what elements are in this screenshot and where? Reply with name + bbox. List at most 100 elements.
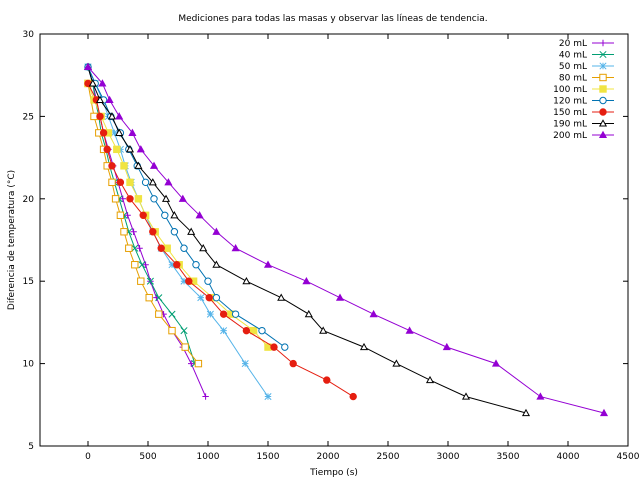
data-point: [219, 310, 228, 318]
data-point: [204, 277, 212, 285]
data-point: [164, 178, 173, 186]
data-point: [180, 327, 188, 335]
data-point: [599, 50, 607, 59]
data-point: [264, 393, 272, 401]
y-axis-label: Diferencia de temperatura (°C): [7, 170, 17, 310]
data-point: [90, 112, 98, 121]
data-point: [168, 326, 176, 335]
data-point: [131, 261, 139, 269]
legend-label: 120 mL: [553, 97, 587, 107]
legend-label: 50 mL: [559, 62, 587, 72]
series-190-ml: [83, 62, 531, 417]
data-point: [197, 294, 205, 302]
data-point: [277, 293, 286, 301]
data-point: [323, 376, 331, 384]
data-point: [598, 119, 608, 127]
data-point: [205, 293, 213, 302]
legend-entry: 200 mL: [553, 130, 614, 141]
data-point: [98, 79, 107, 87]
data-point: [136, 245, 143, 252]
data-point: [599, 85, 607, 93]
legend-label: 80 mL: [559, 74, 587, 84]
data-point: [108, 178, 116, 187]
data-point: [335, 293, 345, 301]
legend-label: 190 mL: [553, 120, 587, 130]
legend-entry: 40 mL: [559, 51, 614, 61]
data-point: [319, 326, 328, 334]
data-point: [220, 327, 228, 335]
data-point: [231, 244, 240, 252]
data-point: [146, 277, 154, 285]
series-line: [87, 66, 605, 414]
data-point: [161, 211, 169, 219]
data-point: [150, 195, 158, 203]
data-point: [521, 408, 531, 417]
data-point: [110, 129, 118, 137]
data-point: [149, 161, 159, 169]
legend-label: 200 mL: [553, 131, 587, 141]
series-200-ml: [83, 62, 609, 417]
legend-entry: 190 mL: [553, 119, 614, 130]
data-point: [115, 112, 124, 120]
y-axis-label-group: Diferencia de temperatura (°C): [7, 170, 17, 310]
data-point: [598, 130, 608, 139]
chart-title: Mediciones para todas las masas y observ…: [178, 14, 487, 24]
data-point: [599, 108, 607, 116]
y-tick-label: 15: [23, 277, 34, 287]
x-tick-label: 1500: [257, 452, 280, 462]
data-point: [212, 260, 221, 268]
data-point: [134, 161, 143, 169]
data-point: [491, 359, 501, 367]
data-point: [148, 178, 157, 186]
legend-label: 100 mL: [553, 85, 587, 95]
data-point: [185, 277, 193, 285]
data-point: [124, 212, 131, 219]
data-point: [180, 277, 188, 285]
x-tick-label: 1000: [197, 452, 220, 462]
data-point: [173, 261, 181, 269]
data-point: [161, 194, 171, 202]
data-point: [134, 195, 143, 203]
legend-label: 40 mL: [559, 51, 587, 61]
data-point: [263, 260, 273, 268]
legend-entry: 20 mL: [559, 39, 614, 49]
data-point: [155, 294, 163, 302]
data-point: [139, 211, 147, 219]
data-point: [202, 393, 209, 400]
data-point: [599, 62, 607, 70]
data-point: [206, 310, 214, 318]
data-point: [187, 227, 196, 235]
data-point: [107, 112, 117, 120]
data-point: [126, 178, 134, 187]
y-tick-label: 30: [23, 30, 35, 40]
data-point: [125, 244, 133, 252]
y-tick-label: 10: [23, 360, 35, 370]
data-point: [188, 360, 195, 367]
data-point: [99, 129, 108, 137]
series-line: [87, 83, 199, 364]
data-point: [369, 309, 378, 318]
data-point: [289, 359, 297, 368]
data-point: [180, 244, 188, 252]
data-point: [120, 228, 128, 236]
y-tick-label: 20: [23, 195, 35, 205]
data-point: [599, 39, 607, 47]
data-point: [241, 360, 249, 368]
data-point: [157, 244, 165, 252]
legend-entry: 120 mL: [553, 97, 614, 107]
y-tick-label: 25: [23, 112, 34, 122]
data-point: [116, 178, 125, 187]
data-point: [405, 326, 414, 334]
data-point: [137, 277, 145, 285]
data-point: [120, 162, 128, 170]
legend-entry: 100 mL: [553, 85, 614, 95]
x-tick-label: 4500: [617, 452, 640, 462]
data-point: [142, 261, 149, 268]
data-point: [194, 359, 203, 368]
data-point: [115, 128, 124, 136]
series-120-ml: [84, 63, 289, 351]
data-point: [270, 343, 278, 351]
data-point: [212, 293, 221, 302]
